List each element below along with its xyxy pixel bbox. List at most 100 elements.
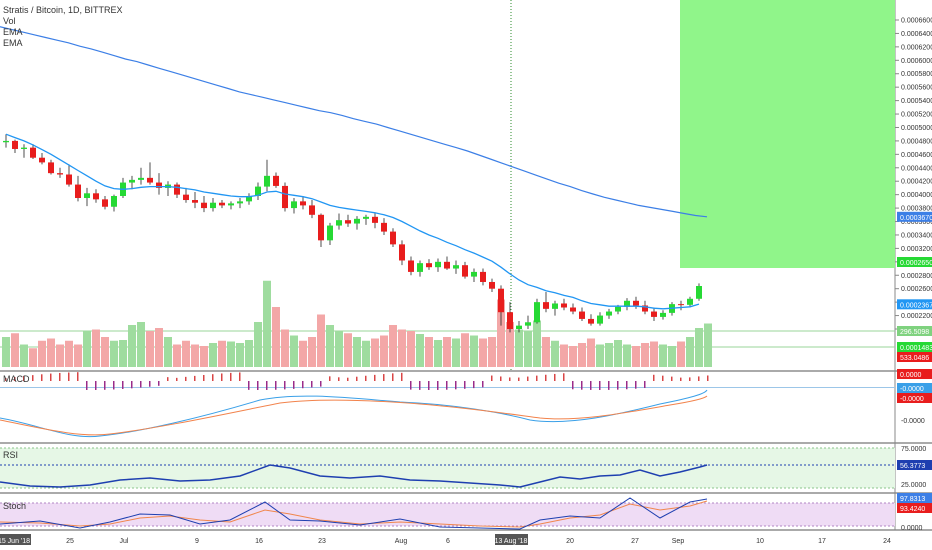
volume-bar (74, 344, 82, 367)
macd-tag[interactable]: 0.0000 (897, 369, 932, 379)
macd-signal-tag[interactable]: -0.0000 (897, 393, 932, 403)
macd-bar (563, 373, 565, 381)
candle (606, 308, 612, 319)
candle (147, 162, 153, 185)
price-tick-label: 0.00048000 (901, 138, 932, 145)
candle-body (255, 186, 261, 196)
candle (237, 198, 243, 209)
macd-bar (455, 381, 457, 390)
candle-body (363, 216, 369, 219)
candle-body (327, 225, 333, 241)
volume-bar (47, 338, 55, 367)
candle-body (561, 303, 567, 308)
candle (66, 164, 72, 187)
volume-bar (380, 335, 388, 367)
volume-bar (677, 341, 685, 367)
symbol-title[interactable]: Stratis / Bitcoin, 1D, BITTREX (3, 5, 123, 15)
candle (255, 182, 261, 201)
legend-ema-2[interactable]: EMA (3, 38, 23, 48)
macd-bar (266, 381, 268, 390)
legend-ema-1[interactable]: EMA (3, 27, 23, 37)
candle (75, 175, 81, 202)
volume-bar (416, 334, 424, 367)
price-tick-label: 0.00062000 (901, 44, 932, 51)
candle-body (228, 203, 234, 206)
macd-bar (5, 378, 7, 381)
candle-body (696, 286, 702, 299)
candle-body (480, 271, 486, 282)
price-axis[interactable]: 0.00066000 0.00064000 0.00062000 0.00060000… (895, 18, 932, 533)
volume-bar (218, 340, 226, 367)
volume-price-tag[interactable]: 0.00014831 (897, 342, 932, 352)
candle-body (345, 220, 351, 224)
ema-slow-tag[interactable]: 0.00036701 (897, 211, 932, 222)
candle-body (534, 302, 540, 323)
time-axis[interactable]: 15 Jun '18 25 Jul 9 16 23 Aug 6 13 Aug '18 20 27 Se… (0, 534, 891, 545)
macd-bar (212, 374, 214, 381)
volume-bar (245, 340, 253, 367)
candle (219, 200, 225, 209)
time-tick-label: Aug (395, 538, 408, 545)
svg-text:296.5098: 296.5098 (900, 329, 929, 336)
candle-body (507, 312, 513, 329)
volume-bar (308, 337, 316, 367)
candle-body (588, 318, 594, 324)
volume-bar (137, 322, 145, 367)
price-tick-label: 0.00022000 (901, 313, 932, 320)
candle-body (651, 311, 657, 317)
candle (642, 300, 648, 315)
macd-signal-line (0, 395, 708, 436)
stoch-d-tag[interactable]: 93.4240 (897, 503, 932, 513)
macd-bar (50, 373, 52, 381)
volume-bar (434, 340, 442, 367)
candle (507, 302, 513, 333)
time-tick-label: 16 (255, 538, 263, 545)
volume-bar (272, 307, 280, 367)
stoch-pane-label[interactable]: Stoch (3, 501, 27, 511)
candle (651, 307, 657, 321)
volume-bar (515, 329, 523, 367)
rsi-value-tag[interactable]: 56.3773 (897, 460, 932, 470)
candle-body (372, 216, 378, 223)
ema-fast-tag[interactable]: 0.00023676 (897, 299, 932, 310)
volume-tag[interactable]: 533.0486 (897, 352, 932, 362)
candle-body (543, 302, 549, 309)
price-tick-label: 0.00066000 (901, 18, 932, 25)
volume-bar (587, 338, 595, 367)
macd-bar (311, 381, 313, 388)
macd-line-tag[interactable]: -0.0000 (897, 383, 932, 393)
candle-body (84, 193, 90, 199)
macd-bar (293, 381, 295, 389)
volume-bar (155, 328, 163, 367)
volume-bar (407, 331, 415, 367)
macd-bar (689, 377, 691, 381)
candle (156, 173, 162, 195)
volume-bar (29, 348, 37, 367)
macd-bar (221, 373, 223, 381)
time-tick-label: 9 (195, 538, 199, 545)
macd-bar (554, 373, 556, 381)
volume-ma-tag[interactable]: 296.5098 (897, 326, 932, 336)
candle (300, 195, 306, 210)
macd-pane-label[interactable]: MACD (3, 374, 30, 384)
candle-body (111, 195, 117, 207)
rsi-pane-label[interactable]: RSI (3, 450, 19, 460)
target-box[interactable] (680, 0, 895, 268)
candle (579, 307, 585, 321)
candle-body (66, 174, 72, 185)
volume-bar (164, 337, 172, 367)
macd-bar (347, 377, 349, 381)
volume-bar (191, 344, 199, 367)
candle-body (642, 305, 648, 312)
price-tick-label: 0.00046000 (901, 152, 932, 159)
volume-bar (335, 331, 343, 367)
price-tick-label: 0.00060000 (901, 58, 932, 65)
candle (111, 194, 117, 212)
candle-body (75, 184, 81, 199)
volume-bar (101, 337, 109, 367)
stoch-k-tag[interactable]: 97.8313 (897, 493, 932, 503)
candle-body (318, 214, 324, 241)
legend-vol[interactable]: Vol (3, 16, 16, 26)
